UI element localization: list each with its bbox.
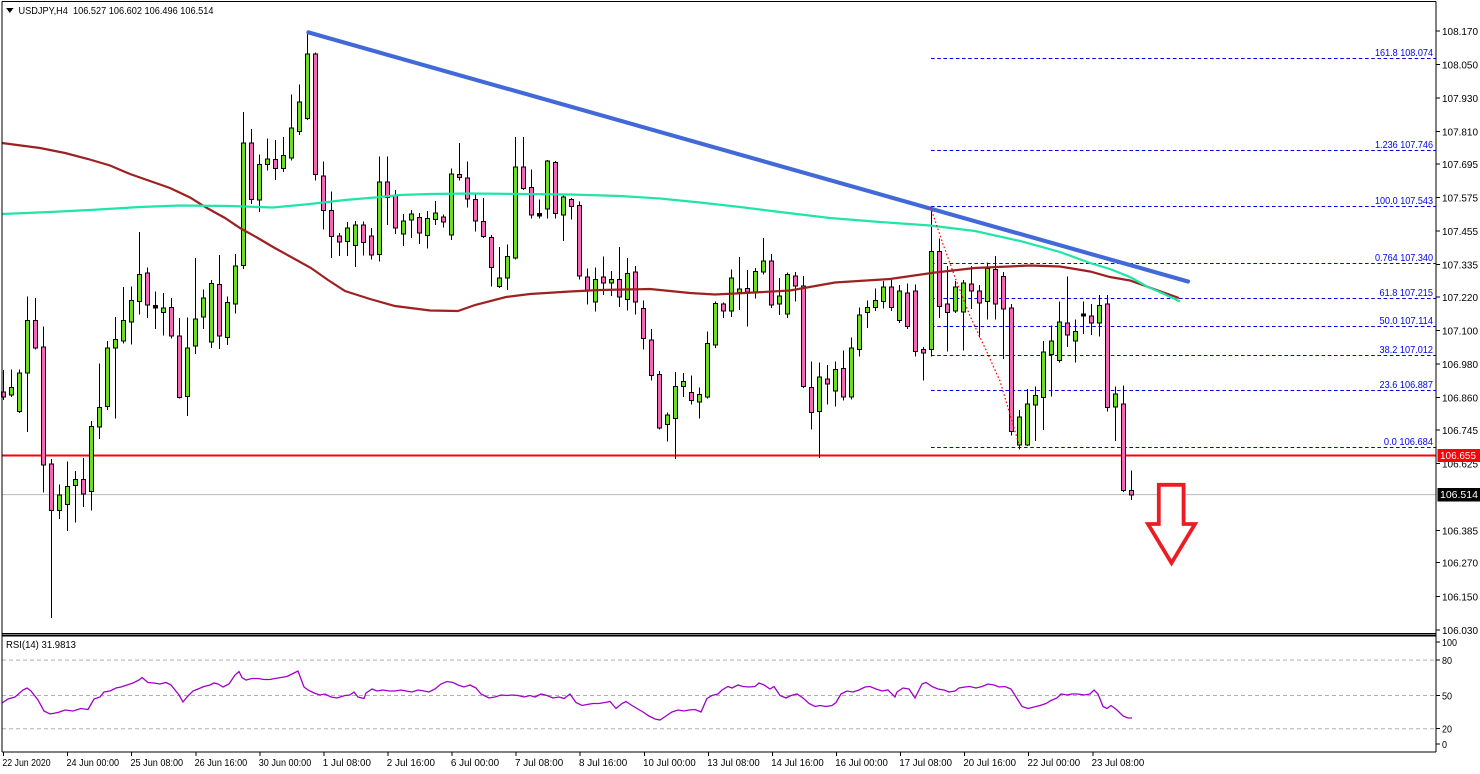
svg-text:50.0 107.114: 50.0 107.114 — [1380, 315, 1434, 327]
svg-text:10 Jul 00:00: 10 Jul 00:00 — [643, 757, 696, 769]
svg-text:25 Jun 08:00: 25 Jun 08:00 — [131, 757, 184, 769]
svg-text:1.236 107.746: 1.236 107.746 — [1375, 139, 1433, 151]
svg-text:107.100: 107.100 — [1442, 325, 1478, 337]
svg-text:23 Jul 08:00: 23 Jul 08:00 — [1092, 757, 1145, 769]
svg-text:16 Jul 00:00: 16 Jul 00:00 — [835, 757, 888, 769]
svg-text:RSI(14) 31.9813: RSI(14) 31.9813 — [6, 639, 76, 651]
svg-text:2 Jul 16:00: 2 Jul 16:00 — [387, 757, 435, 769]
svg-text:22 Jun 2020: 22 Jun 2020 — [2, 757, 50, 769]
svg-text:50: 50 — [1442, 691, 1452, 703]
svg-text:14 Jul 16:00: 14 Jul 16:00 — [771, 757, 824, 769]
svg-text:106.980: 106.980 — [1442, 359, 1478, 371]
svg-text:107.810: 107.810 — [1442, 127, 1478, 139]
svg-text:106.030: 106.030 — [1442, 625, 1478, 637]
svg-text:6 Jul 00:00: 6 Jul 00:00 — [451, 757, 499, 769]
svg-text:107.220: 107.220 — [1442, 292, 1478, 304]
svg-text:20: 20 — [1442, 724, 1452, 736]
svg-text:7 Jul 08:00: 7 Jul 08:00 — [515, 757, 563, 769]
svg-text:107.930: 107.930 — [1442, 93, 1478, 105]
svg-text:100: 100 — [1442, 637, 1457, 649]
svg-text:23.6 106.887: 23.6 106.887 — [1380, 379, 1434, 391]
svg-text:17 Jul 08:00: 17 Jul 08:00 — [899, 757, 952, 769]
svg-text:80: 80 — [1442, 655, 1452, 667]
svg-text:30 Jun 00:00: 30 Jun 00:00 — [259, 757, 312, 769]
svg-text:161.8 108.074: 161.8 108.074 — [1375, 47, 1433, 59]
svg-text:26 Jun 16:00: 26 Jun 16:00 — [195, 757, 248, 769]
svg-text:106.385: 106.385 — [1442, 526, 1478, 538]
svg-text:0.0 106.684: 0.0 106.684 — [1384, 436, 1433, 448]
svg-text:107.335: 107.335 — [1442, 260, 1478, 272]
svg-text:108.050: 108.050 — [1442, 60, 1478, 72]
svg-text:22 Jul 00:00: 22 Jul 00:00 — [1028, 757, 1081, 769]
svg-text:13 Jul 08:00: 13 Jul 08:00 — [707, 757, 760, 769]
svg-text:106.860: 106.860 — [1442, 393, 1478, 405]
svg-text:24 Jun 00:00: 24 Jun 00:00 — [67, 757, 120, 769]
svg-text:38.2 107.012: 38.2 107.012 — [1380, 344, 1434, 356]
svg-text:106.514: 106.514 — [1440, 489, 1478, 501]
svg-text:106.655: 106.655 — [1440, 450, 1476, 462]
svg-text:0: 0 — [1442, 739, 1447, 751]
svg-text:USDJPY,H4 106.527 106.602 106: USDJPY,H4 106.527 106.602 106.496 106.51… — [19, 5, 214, 17]
svg-text:0.764 107.340: 0.764 107.340 — [1375, 252, 1433, 264]
svg-text:107.695: 107.695 — [1442, 159, 1478, 171]
svg-text:20 Jul 16:00: 20 Jul 16:00 — [963, 757, 1016, 769]
svg-text:61.8 107.215: 61.8 107.215 — [1380, 287, 1434, 299]
svg-text:1 Jul 08:00: 1 Jul 08:00 — [323, 757, 371, 769]
svg-text:8 Jul 16:00: 8 Jul 16:00 — [579, 757, 627, 769]
svg-text:107.455: 107.455 — [1442, 226, 1478, 238]
svg-text:106.150: 106.150 — [1442, 591, 1478, 603]
svg-text:106.270: 106.270 — [1442, 558, 1478, 570]
svg-text:108.170: 108.170 — [1442, 26, 1478, 38]
svg-text:106.745: 106.745 — [1442, 425, 1478, 437]
svg-text:100.0 107.543: 100.0 107.543 — [1375, 195, 1433, 207]
svg-text:107.575: 107.575 — [1442, 193, 1478, 205]
